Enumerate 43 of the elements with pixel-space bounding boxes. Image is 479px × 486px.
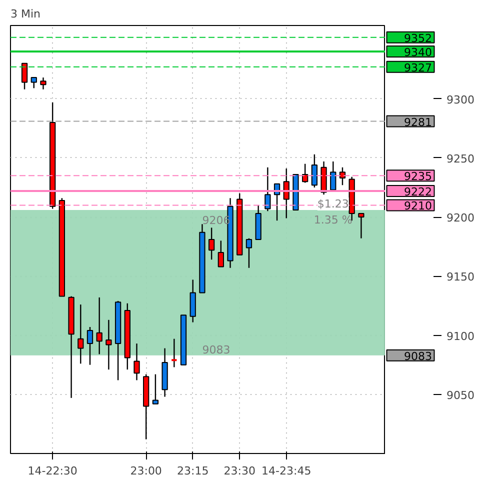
annotation: 9083	[202, 343, 230, 356]
x-tick-label: 23:15	[177, 464, 209, 478]
candlestick	[86, 326, 94, 366]
candlestick	[21, 62, 28, 90]
candlestick	[152, 374, 159, 404]
candlestick	[30, 76, 37, 89]
y-tick-label: 9300	[446, 93, 474, 106]
candlestick	[264, 166, 271, 212]
candlestick	[190, 279, 196, 323]
y-tick-label: 9200	[446, 212, 474, 225]
y-tick-label: 9050	[446, 388, 474, 402]
x-tick-label: 23:00	[130, 464, 162, 478]
x-tick-label: 14-23:45	[262, 464, 312, 478]
ref-line-label: 9222	[404, 186, 432, 199]
chart-title: 3 Min	[10, 8, 41, 20]
candlestick	[208, 227, 215, 260]
ref-line-label: 9340	[404, 46, 432, 60]
ref-line-label: 9210	[404, 200, 432, 213]
annotation: $1.23	[317, 197, 349, 210]
ref-line-label: 9327	[404, 61, 432, 74]
candlestick	[106, 319, 112, 370]
ref-line-label: 9352	[404, 32, 432, 45]
y-tick-label: 9250	[446, 152, 474, 166]
candlestick	[170, 338, 178, 368]
candlestick	[358, 212, 364, 239]
band-label: 9083	[404, 350, 432, 363]
candlestick	[218, 240, 224, 268]
candlestick	[339, 166, 346, 186]
x-tick-label: 14-22:30	[28, 464, 78, 478]
ref-line-label: 9235	[404, 170, 432, 184]
candlestick	[78, 304, 84, 364]
candlestick	[311, 154, 318, 188]
annotation: 1.35 %	[314, 213, 352, 226]
candlestick	[302, 163, 308, 184]
ref-line-label: 9281	[404, 116, 432, 129]
x-tick-label: 23:30	[224, 464, 256, 478]
candlestick	[134, 342, 140, 381]
y-tick-label: 9100	[446, 330, 474, 343]
candlestick	[330, 160, 336, 190]
y-tick-label: 9150	[446, 270, 474, 284]
candlestick	[96, 296, 102, 355]
candlestick	[246, 238, 252, 268]
candlestick	[40, 76, 46, 90]
